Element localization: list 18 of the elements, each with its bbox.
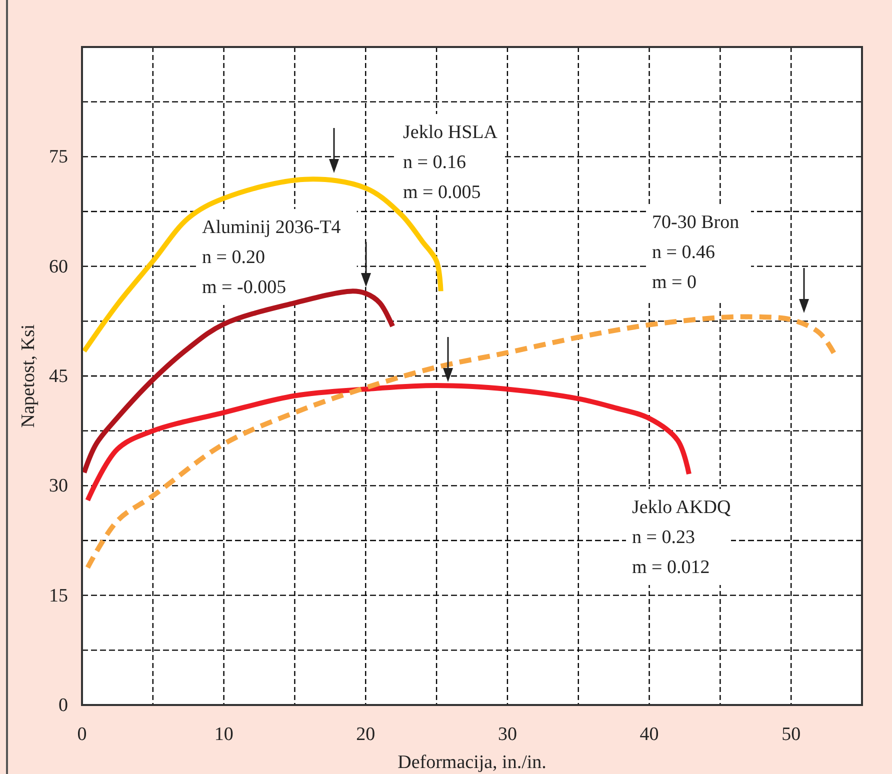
x-tick-label: 30 [498,724,517,745]
y-tick-label: 60 [49,256,68,278]
y-tick-label: 30 [49,476,68,497]
x-tick-label: 20 [356,724,376,745]
annotation: Aluminij 2036-T4 n = 0.20 m = -0.005 [202,217,342,298]
x-axis-title: Deformacija, in./in. [398,752,546,773]
y-tick-label: 15 [49,585,68,606]
y-tick-label: 75 [49,146,68,168]
y-axis-title: Napetost, Ksi [18,324,39,428]
annotation: Jeklo HSLA n = 0.16 m = 0.005 [403,122,498,203]
x-tick-label: 10 [214,724,234,745]
annotation: 70-30 Bron n = 0.46 m = 0 [652,212,740,293]
x-tick-label: 0 [77,724,87,745]
x-tick-label: 40 [640,724,659,745]
x-tick-label: 50 [782,724,801,745]
y-tick-label: 0 [58,695,68,716]
y-tick-label: 45 [49,366,68,388]
annotation: Jeklo AKDQ n = 0.23 m = 0.012 [632,497,731,578]
